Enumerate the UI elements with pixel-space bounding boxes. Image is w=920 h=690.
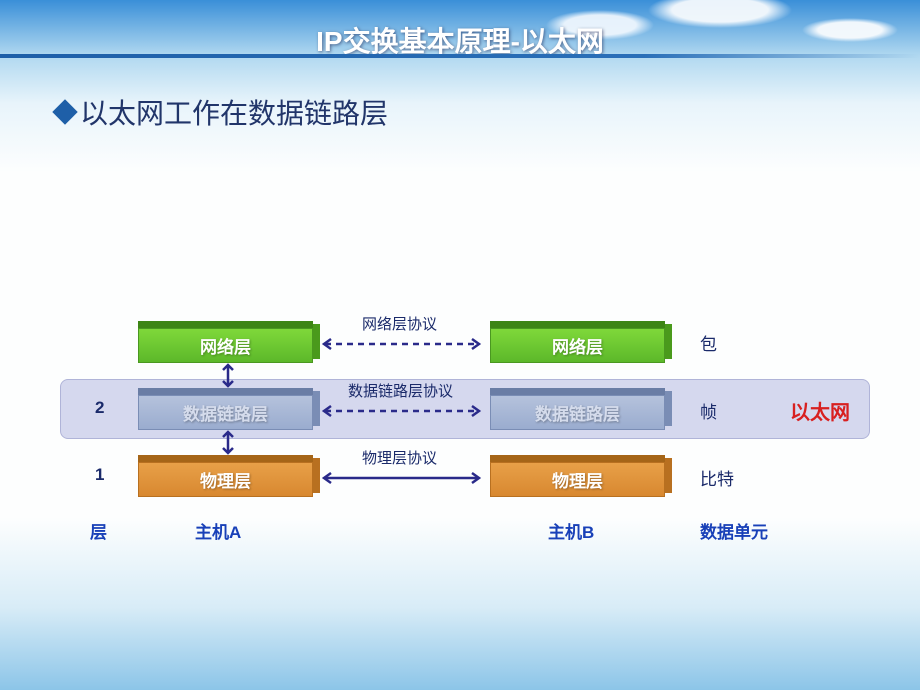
title-bar: IP交换基本原理-以太网 — [0, 8, 920, 56]
v-arrow-a-net-link — [220, 363, 236, 388]
ethernet-label: 以太网 — [790, 396, 850, 425]
h-arrow-physical — [321, 470, 482, 490]
header-unit: 数据单元 — [700, 518, 768, 543]
box-datalink-b: 数据链路层 — [490, 395, 665, 430]
v-arrow-a-link-phys — [220, 430, 236, 455]
unit-network: 包 — [700, 330, 717, 355]
layer-number-2: 2 — [95, 398, 104, 418]
protocol-physical: 物理层协议 — [362, 447, 437, 468]
protocol-network: 网络层协议 — [362, 313, 437, 334]
h-arrow-network — [321, 336, 482, 356]
box-physical-a: 物理层 — [138, 462, 313, 497]
box-network-a: 网络层 — [138, 328, 313, 363]
bullet-text: 以太网工作在数据链路层 — [80, 92, 388, 132]
box-physical-b: 物理层 — [490, 462, 665, 497]
bullet-item: 以太网工作在数据链路层 — [56, 92, 388, 132]
layer-number-1: 1 — [95, 465, 104, 485]
diamond-icon — [52, 99, 77, 124]
unit-physical: 比特 — [700, 465, 734, 490]
protocol-datalink: 数据链路层协议 — [348, 380, 453, 401]
header-host-b: 主机B — [548, 518, 594, 543]
box-datalink-a: 数据链路层 — [138, 395, 313, 430]
header-layer: 层 — [90, 518, 107, 543]
box-network-b: 网络层 — [490, 328, 665, 363]
slide-title: IP交换基本原理-以太网 — [0, 8, 920, 60]
h-arrow-datalink — [321, 403, 482, 423]
title-underline — [0, 54, 920, 58]
header-host-a: 主机A — [195, 518, 241, 543]
unit-datalink: 帧 — [700, 398, 717, 423]
